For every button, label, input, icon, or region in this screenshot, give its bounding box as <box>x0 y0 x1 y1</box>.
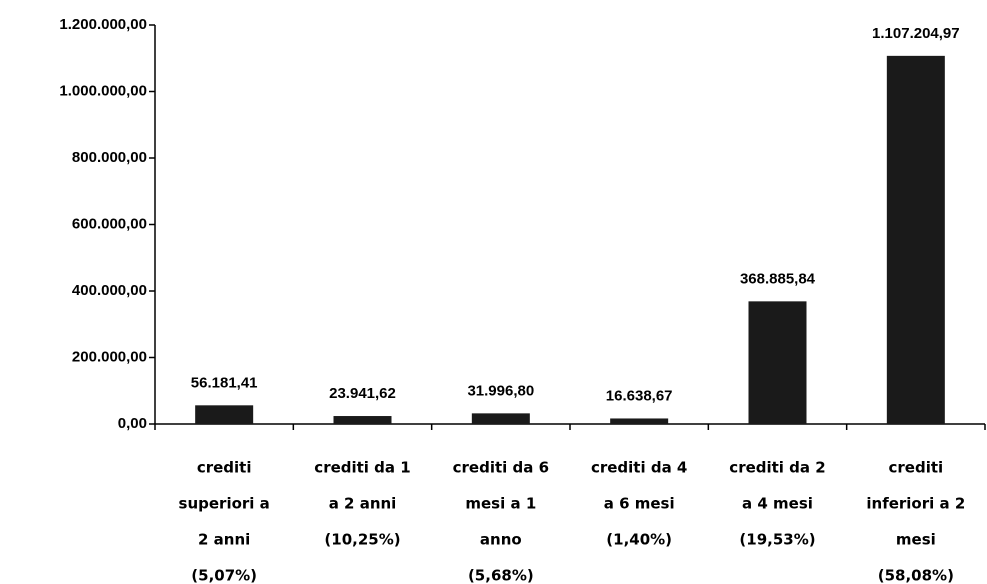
y-tick-label: 1.200.000,00 <box>59 16 147 33</box>
x-tick-label: (10,25%) <box>324 531 400 549</box>
x-tick-label: crediti da 4 <box>591 459 687 477</box>
y-tick-label: 1.000.000,00 <box>59 82 147 99</box>
x-tick-label: crediti da 1 <box>314 459 410 477</box>
x-tick-label: mesi <box>896 531 936 549</box>
bar <box>195 405 254 424</box>
x-tick-label: crediti da 6 <box>453 459 549 477</box>
x-tick-label: anno <box>480 531 522 549</box>
value-label: 56.181,41 <box>191 374 258 391</box>
x-tick-label: crediti <box>889 459 944 477</box>
value-label: 16.638,67 <box>606 387 673 404</box>
x-tick-label: (5,68%) <box>468 567 534 584</box>
x-tick-label: superiori a <box>179 495 270 513</box>
bar <box>610 418 669 424</box>
x-tick-label: crediti <box>197 459 252 477</box>
bar <box>471 413 530 424</box>
y-tick-label: 800.000,00 <box>72 149 147 166</box>
x-tick-label: (5,07%) <box>191 567 257 584</box>
x-tick-label: crediti da 2 <box>729 459 825 477</box>
value-label: 1.107.204,97 <box>872 25 960 42</box>
x-tick-label: a 2 anni <box>329 495 397 513</box>
x-tick-label: (19,53%) <box>739 531 815 549</box>
y-tick-label: 600.000,00 <box>72 215 147 232</box>
x-tick-label: 2 anni <box>198 531 250 549</box>
bar <box>333 416 392 424</box>
value-label: 368.885,84 <box>740 270 816 287</box>
y-tick-label: 200.000,00 <box>72 348 147 365</box>
x-tick-label: a 4 mesi <box>742 495 813 513</box>
x-tick-label: a 6 mesi <box>604 495 675 513</box>
x-tick-label: (1,40%) <box>606 531 672 549</box>
x-tick-label: (58,08%) <box>878 567 954 584</box>
x-tick-label: mesi a 1 <box>465 495 536 513</box>
bar <box>748 301 807 424</box>
value-label: 23.941,62 <box>329 385 396 402</box>
bar <box>886 55 945 425</box>
y-tick-label: 400.000,00 <box>72 282 147 299</box>
x-tick-label: inferiori a 2 <box>866 495 965 513</box>
value-label: 31.996,80 <box>467 382 534 399</box>
y-tick-label: 0,00 <box>118 415 147 432</box>
